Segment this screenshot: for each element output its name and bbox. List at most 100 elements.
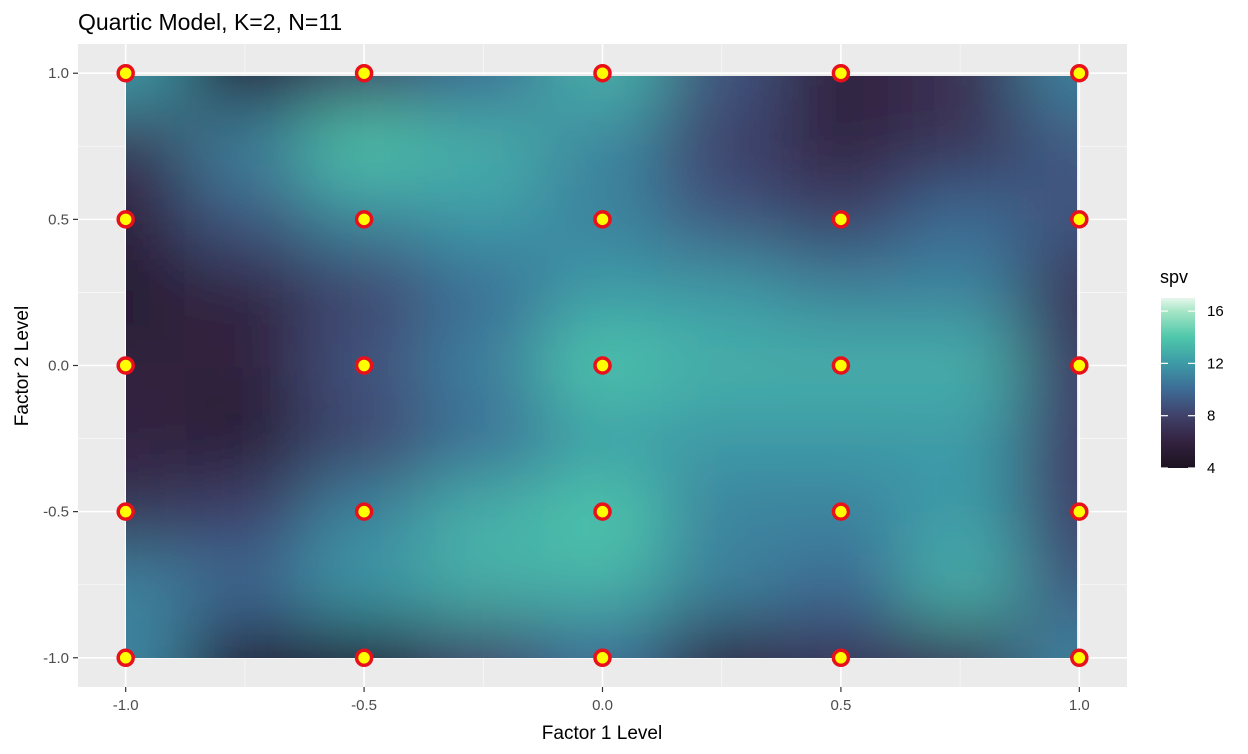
y-axis: -1.0 -0.5 0.0 0.5 1.0 bbox=[43, 65, 78, 667]
chart-title: Quartic Model, K=2, N=11 bbox=[78, 9, 342, 35]
y-tick-label: 0.5 bbox=[48, 211, 69, 228]
heatmap-cell bbox=[185, 475, 305, 549]
heatmap-cell bbox=[423, 182, 543, 256]
design-point bbox=[354, 210, 374, 229]
design-point bbox=[593, 648, 612, 668]
heatmap-cell bbox=[662, 548, 782, 622]
heatmap-cell bbox=[185, 621, 305, 658]
design-point bbox=[831, 502, 851, 521]
heatmap-cell bbox=[900, 475, 1020, 549]
heatmap-cell bbox=[662, 76, 782, 110]
heatmap-cell bbox=[662, 328, 782, 403]
y-tick-label: 0.0 bbox=[48, 358, 69, 375]
x-tick-label: 0.0 bbox=[592, 697, 613, 714]
heatmap-cell bbox=[662, 402, 782, 476]
y-axis-title: Factor 2 Level bbox=[12, 306, 33, 426]
heatmap-cell bbox=[126, 328, 186, 403]
heatmap-cell bbox=[662, 475, 782, 549]
heatmap-cell bbox=[1019, 182, 1077, 256]
heatmap-cell bbox=[781, 255, 901, 329]
design-point bbox=[831, 210, 851, 229]
heatmap-cell bbox=[126, 475, 186, 549]
heatmap-cell bbox=[900, 402, 1020, 476]
legend-colorbar bbox=[1161, 298, 1195, 468]
heatmap-cell bbox=[126, 621, 186, 658]
heatmap-cell bbox=[126, 109, 186, 183]
heatmap-cell bbox=[542, 548, 663, 622]
design-point bbox=[831, 648, 851, 668]
heatmap-cell bbox=[781, 402, 901, 476]
design-point bbox=[593, 356, 612, 375]
heatmap-cell bbox=[542, 255, 663, 329]
heatmap-cell bbox=[126, 548, 186, 622]
heatmap-cell bbox=[662, 621, 782, 658]
heatmap-cell bbox=[185, 255, 305, 329]
x-tick-label: -0.5 bbox=[351, 697, 377, 714]
heatmap-cell bbox=[900, 548, 1020, 622]
design-point bbox=[354, 63, 374, 83]
heatmap-cell bbox=[781, 109, 901, 183]
heatmap-cell bbox=[542, 109, 663, 183]
heatmap-cell bbox=[423, 76, 543, 110]
legend-tick-label: 16 bbox=[1207, 303, 1224, 320]
heatmap-cell bbox=[1019, 475, 1077, 549]
design-point bbox=[116, 648, 135, 668]
design-point bbox=[593, 63, 612, 83]
heatmap-cell bbox=[662, 182, 782, 256]
x-tick-label: 0.5 bbox=[830, 697, 851, 714]
design-point bbox=[831, 356, 851, 375]
design-point bbox=[831, 63, 851, 83]
design-point bbox=[1070, 210, 1089, 229]
design-point bbox=[116, 63, 135, 83]
y-tick-label: 1.0 bbox=[48, 65, 69, 82]
heatmap-cell bbox=[304, 109, 424, 183]
heatmap-cell bbox=[304, 548, 424, 622]
heatmap-cell bbox=[542, 402, 663, 476]
heatmap-cell bbox=[662, 109, 782, 183]
x-axis: -1.0 -0.5 0.0 0.5 1.0 bbox=[113, 687, 1090, 714]
legend-tick-label: 12 bbox=[1207, 355, 1224, 372]
heatmap-cell bbox=[900, 76, 1020, 110]
design-point bbox=[116, 502, 135, 521]
heatmap-cell bbox=[1019, 402, 1077, 476]
x-axis-title: Factor 1 Level bbox=[542, 723, 662, 744]
design-point bbox=[593, 502, 612, 521]
heatmap-cell bbox=[304, 255, 424, 329]
heatmap-cell bbox=[304, 402, 424, 476]
x-tick-label: 1.0 bbox=[1069, 697, 1090, 714]
heatmap-cell bbox=[185, 328, 305, 403]
heatmap-cell bbox=[126, 76, 186, 110]
heatmap-cell bbox=[185, 402, 305, 476]
y-tick-label: -1.0 bbox=[43, 650, 69, 667]
heatmap-cell bbox=[1019, 109, 1077, 183]
heatmap-cell bbox=[1019, 328, 1077, 403]
design-point bbox=[1070, 63, 1089, 83]
heatmap-cell bbox=[423, 109, 543, 183]
design-points bbox=[116, 63, 1089, 668]
heatmap-cell bbox=[1019, 548, 1077, 622]
heatmap-cell bbox=[900, 182, 1020, 256]
heatmap-cell bbox=[781, 548, 901, 622]
color-legend: spv 16 12 8 4 bbox=[1160, 267, 1224, 477]
heatmap-cell bbox=[185, 182, 305, 256]
heatmap-cell bbox=[423, 328, 543, 403]
heatmap-cell bbox=[1019, 76, 1077, 110]
heatmap-cell bbox=[1019, 621, 1077, 658]
design-point bbox=[116, 356, 135, 375]
design-point bbox=[354, 356, 374, 375]
heatmap-cell bbox=[423, 548, 543, 622]
heatmap-cell bbox=[126, 402, 186, 476]
y-tick-label: -0.5 bbox=[43, 504, 69, 521]
design-point bbox=[1070, 356, 1089, 375]
heatmap-cell bbox=[423, 621, 543, 658]
design-point bbox=[593, 210, 612, 229]
heatmap-cell bbox=[185, 109, 305, 183]
heatmap-cell bbox=[423, 255, 543, 329]
heatmap-cell bbox=[1019, 255, 1077, 329]
legend-title: spv bbox=[1160, 267, 1188, 287]
heatmap-cell bbox=[185, 548, 305, 622]
heatmap-cell bbox=[126, 182, 186, 256]
design-point bbox=[1070, 648, 1089, 668]
